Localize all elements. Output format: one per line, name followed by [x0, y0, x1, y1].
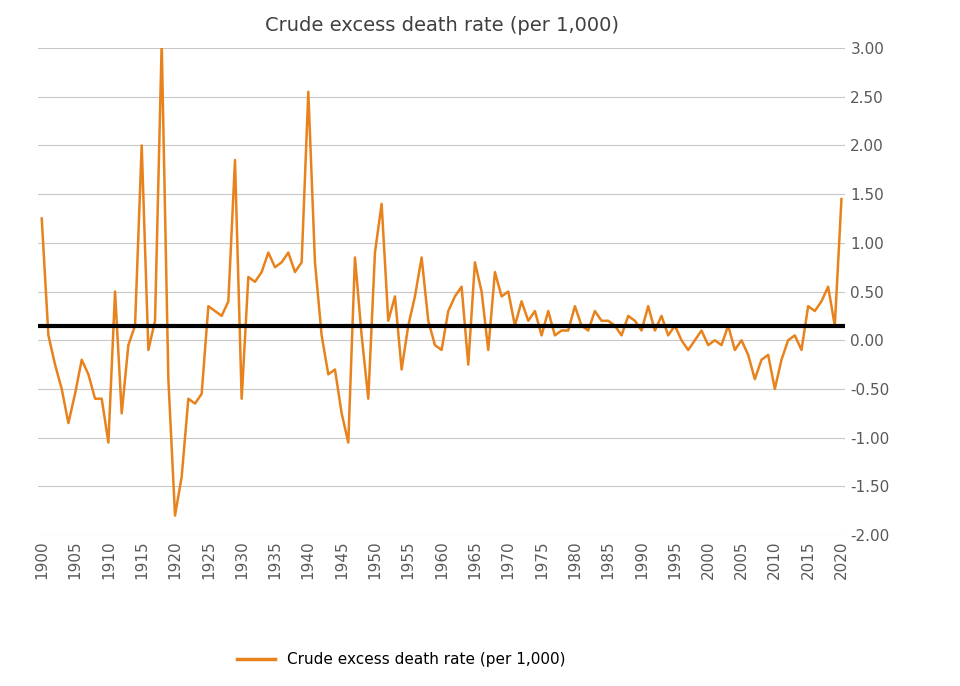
Legend: Crude excess death rate (per 1,000): Crude excess death rate (per 1,000): [230, 646, 572, 674]
Title: Crude excess death rate (per 1,000): Crude excess death rate (per 1,000): [265, 16, 618, 36]
